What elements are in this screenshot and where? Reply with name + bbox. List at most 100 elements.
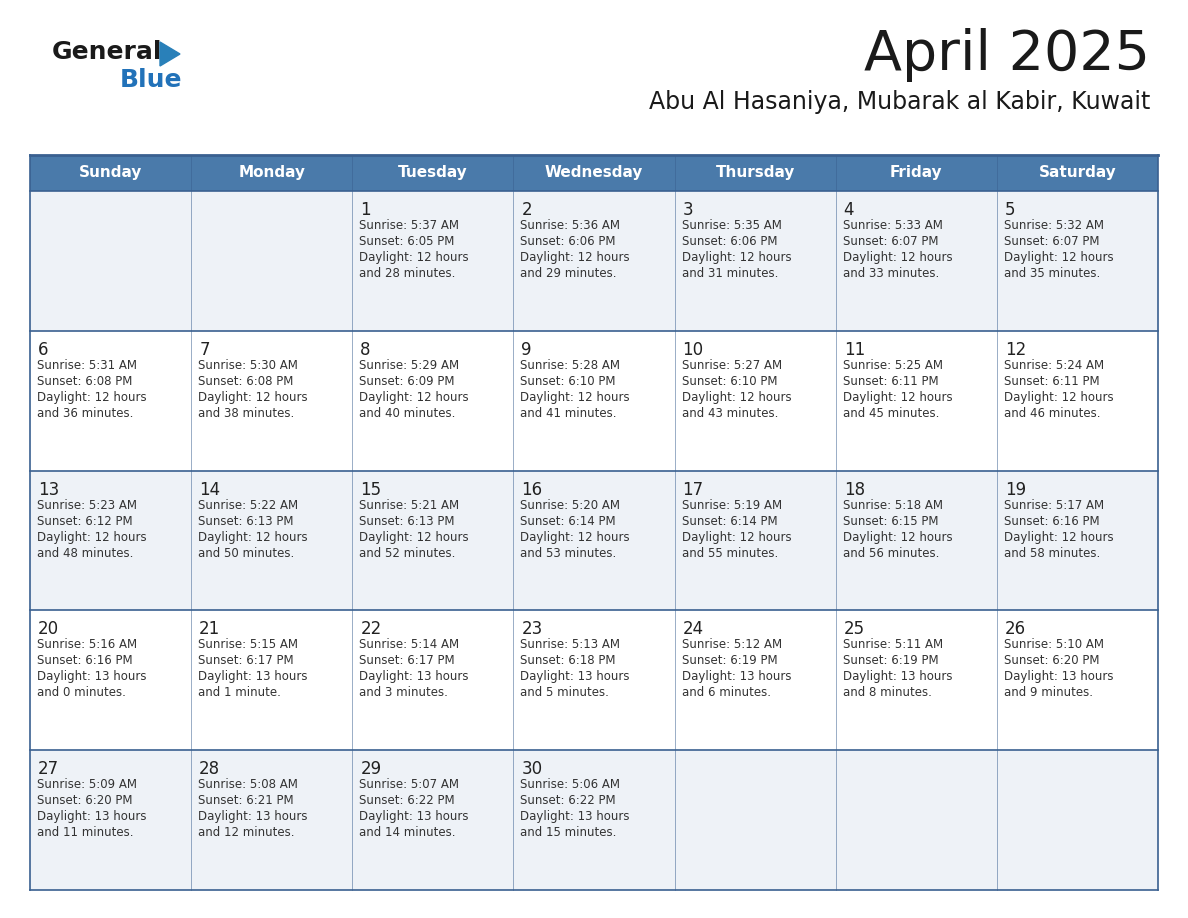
Bar (30, 610, 1158, 750)
Text: Daylight: 13 hours: Daylight: 13 hours (37, 811, 146, 823)
Text: Daylight: 13 hours: Daylight: 13 hours (198, 670, 308, 683)
Text: Sunset: 6:10 PM: Sunset: 6:10 PM (682, 375, 777, 387)
Bar (30, 471, 1158, 610)
Text: Sunrise: 5:14 AM: Sunrise: 5:14 AM (359, 638, 460, 652)
Text: 21: 21 (200, 621, 221, 638)
Text: Sunset: 6:20 PM: Sunset: 6:20 PM (1004, 655, 1099, 667)
Text: 27: 27 (38, 760, 59, 778)
Text: Sunset: 6:22 PM: Sunset: 6:22 PM (359, 794, 455, 807)
Text: Daylight: 12 hours: Daylight: 12 hours (1004, 251, 1113, 264)
Text: 26: 26 (1005, 621, 1026, 638)
Bar (30, 750, 1158, 890)
Text: Sunrise: 5:36 AM: Sunrise: 5:36 AM (520, 219, 620, 232)
Text: Sunset: 6:08 PM: Sunset: 6:08 PM (198, 375, 293, 387)
Text: Daylight: 13 hours: Daylight: 13 hours (842, 670, 953, 683)
Text: 19: 19 (1005, 481, 1026, 498)
Text: and 53 minutes.: and 53 minutes. (520, 546, 617, 560)
Text: 9: 9 (522, 341, 532, 359)
Text: Sunset: 6:16 PM: Sunset: 6:16 PM (37, 655, 133, 667)
Text: Sunset: 6:06 PM: Sunset: 6:06 PM (520, 235, 615, 248)
Text: 28: 28 (200, 760, 220, 778)
Text: Sunrise: 5:31 AM: Sunrise: 5:31 AM (37, 359, 137, 372)
Text: 23: 23 (522, 621, 543, 638)
Bar (30, 330, 1158, 471)
Text: and 40 minutes.: and 40 minutes. (359, 407, 456, 420)
Text: 17: 17 (683, 481, 703, 498)
Text: Sunrise: 5:06 AM: Sunrise: 5:06 AM (520, 778, 620, 791)
Text: Daylight: 12 hours: Daylight: 12 hours (37, 531, 146, 543)
Text: Sunrise: 5:32 AM: Sunrise: 5:32 AM (1004, 219, 1104, 232)
Text: Sunrise: 5:24 AM: Sunrise: 5:24 AM (1004, 359, 1104, 372)
Text: Sunset: 6:08 PM: Sunset: 6:08 PM (37, 375, 132, 387)
Text: and 56 minutes.: and 56 minutes. (842, 546, 939, 560)
Text: Daylight: 13 hours: Daylight: 13 hours (682, 670, 791, 683)
Text: Sunrise: 5:07 AM: Sunrise: 5:07 AM (359, 778, 460, 791)
Text: Sunset: 6:05 PM: Sunset: 6:05 PM (359, 235, 455, 248)
Text: and 48 minutes.: and 48 minutes. (37, 546, 133, 560)
Text: Thursday: Thursday (715, 165, 795, 181)
Text: Daylight: 12 hours: Daylight: 12 hours (198, 531, 308, 543)
Text: Sunrise: 5:10 AM: Sunrise: 5:10 AM (1004, 638, 1104, 652)
Text: 2: 2 (522, 201, 532, 219)
Text: Daylight: 13 hours: Daylight: 13 hours (198, 811, 308, 823)
Text: Daylight: 12 hours: Daylight: 12 hours (682, 391, 791, 404)
Text: Sunrise: 5:12 AM: Sunrise: 5:12 AM (682, 638, 782, 652)
Text: and 29 minutes.: and 29 minutes. (520, 267, 617, 280)
Text: Sunrise: 5:25 AM: Sunrise: 5:25 AM (842, 359, 943, 372)
Text: Daylight: 12 hours: Daylight: 12 hours (1004, 531, 1113, 543)
Text: 15: 15 (360, 481, 381, 498)
Text: Daylight: 12 hours: Daylight: 12 hours (520, 251, 630, 264)
Text: Sunset: 6:15 PM: Sunset: 6:15 PM (842, 515, 939, 528)
Text: 10: 10 (683, 341, 703, 359)
Text: 18: 18 (843, 481, 865, 498)
Text: 7: 7 (200, 341, 209, 359)
Text: 30: 30 (522, 760, 543, 778)
Text: Abu Al Hasaniya, Mubarak al Kabir, Kuwait: Abu Al Hasaniya, Mubarak al Kabir, Kuwai… (649, 90, 1150, 114)
Text: and 36 minutes.: and 36 minutes. (37, 407, 133, 420)
Text: Sunrise: 5:22 AM: Sunrise: 5:22 AM (198, 498, 298, 511)
Text: and 15 minutes.: and 15 minutes. (520, 826, 617, 839)
Text: Daylight: 13 hours: Daylight: 13 hours (359, 811, 469, 823)
Text: Friday: Friday (890, 165, 942, 181)
Polygon shape (160, 42, 181, 66)
Text: Sunset: 6:17 PM: Sunset: 6:17 PM (198, 655, 293, 667)
Text: 6: 6 (38, 341, 49, 359)
Text: Sunset: 6:07 PM: Sunset: 6:07 PM (1004, 235, 1099, 248)
Text: Sunset: 6:13 PM: Sunset: 6:13 PM (359, 515, 455, 528)
Text: Daylight: 12 hours: Daylight: 12 hours (37, 391, 146, 404)
Text: Monday: Monday (239, 165, 305, 181)
Text: Daylight: 12 hours: Daylight: 12 hours (198, 391, 308, 404)
Text: and 35 minutes.: and 35 minutes. (1004, 267, 1100, 280)
Text: and 52 minutes.: and 52 minutes. (359, 546, 456, 560)
Text: Daylight: 12 hours: Daylight: 12 hours (359, 531, 469, 543)
Text: Sunrise: 5:18 AM: Sunrise: 5:18 AM (842, 498, 943, 511)
Text: and 41 minutes.: and 41 minutes. (520, 407, 617, 420)
Bar (30, 155, 1158, 191)
Text: and 50 minutes.: and 50 minutes. (198, 546, 295, 560)
Text: and 3 minutes.: and 3 minutes. (359, 687, 448, 700)
Text: Sunrise: 5:16 AM: Sunrise: 5:16 AM (37, 638, 137, 652)
Text: Wednesday: Wednesday (545, 165, 643, 181)
Text: 4: 4 (843, 201, 854, 219)
Text: 20: 20 (38, 621, 59, 638)
Text: 25: 25 (843, 621, 865, 638)
Text: Daylight: 12 hours: Daylight: 12 hours (842, 531, 953, 543)
Text: Sunrise: 5:33 AM: Sunrise: 5:33 AM (842, 219, 942, 232)
Text: Sunset: 6:19 PM: Sunset: 6:19 PM (842, 655, 939, 667)
Text: and 55 minutes.: and 55 minutes. (682, 546, 778, 560)
Text: 8: 8 (360, 341, 371, 359)
Text: Saturday: Saturday (1038, 165, 1117, 181)
Text: Sunset: 6:13 PM: Sunset: 6:13 PM (198, 515, 293, 528)
Text: and 0 minutes.: and 0 minutes. (37, 687, 126, 700)
Text: Sunset: 6:20 PM: Sunset: 6:20 PM (37, 794, 133, 807)
Text: Sunset: 6:11 PM: Sunset: 6:11 PM (1004, 375, 1099, 387)
Text: Daylight: 12 hours: Daylight: 12 hours (842, 391, 953, 404)
Text: and 28 minutes.: and 28 minutes. (359, 267, 456, 280)
Text: and 6 minutes.: and 6 minutes. (682, 687, 771, 700)
Text: and 5 minutes.: and 5 minutes. (520, 687, 609, 700)
Text: Sunset: 6:12 PM: Sunset: 6:12 PM (37, 515, 133, 528)
Text: 29: 29 (360, 760, 381, 778)
Text: Sunrise: 5:20 AM: Sunrise: 5:20 AM (520, 498, 620, 511)
Text: Daylight: 12 hours: Daylight: 12 hours (359, 251, 469, 264)
Text: Daylight: 12 hours: Daylight: 12 hours (1004, 391, 1113, 404)
